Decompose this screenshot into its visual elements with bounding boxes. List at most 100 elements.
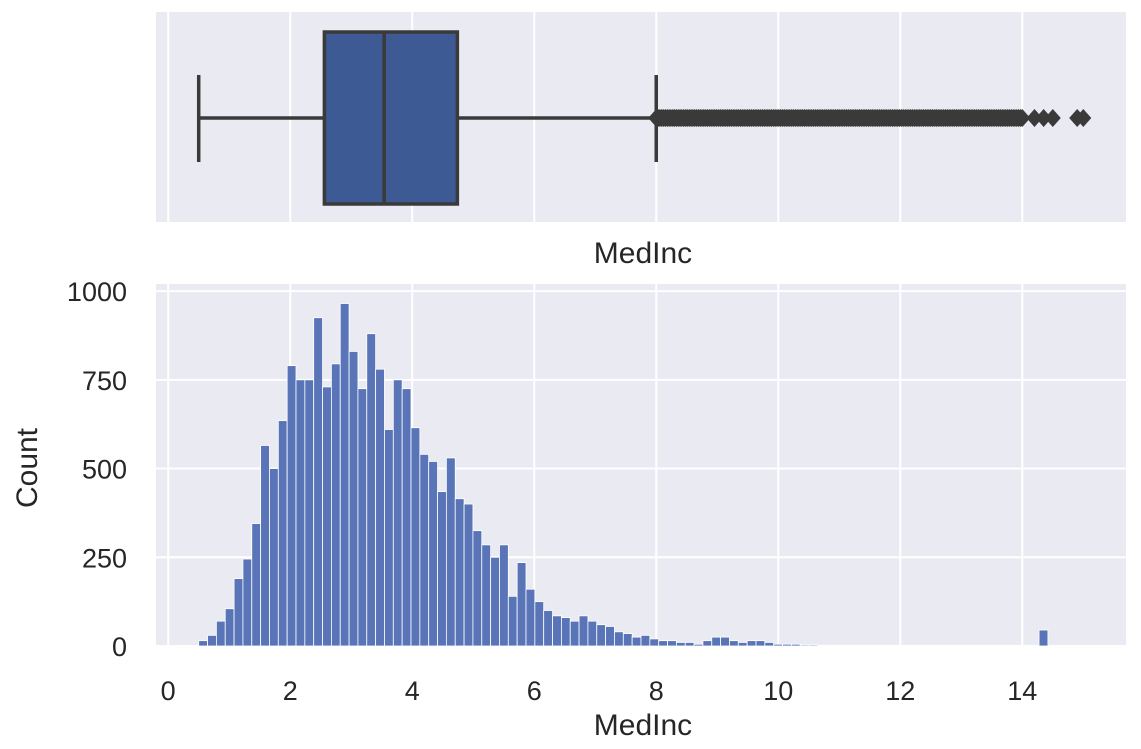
histogram-bar: [260, 445, 270, 647]
histogram-bar: [401, 388, 412, 647]
histogram-bar: [888, 644, 898, 647]
histogram-bar: [737, 642, 748, 647]
boxplot-panel: [156, 12, 1126, 222]
histogram-bar: [693, 643, 704, 647]
histogram-bar: [472, 530, 483, 647]
histogram-bar: [490, 556, 500, 647]
histogram-bar: [817, 644, 828, 647]
histogram-bar: [879, 644, 890, 647]
histogram-bar: [658, 640, 668, 647]
histogram-xtick-label: 14: [1007, 676, 1037, 706]
histogram-bar: [923, 644, 934, 647]
histogram-bar: [1029, 644, 1040, 647]
histogram-bar: [826, 644, 837, 647]
histogram-bar: [649, 638, 660, 647]
histogram-bar: [667, 640, 677, 647]
histogram-bar: [631, 636, 642, 647]
histogram-bar: [985, 644, 996, 647]
histogram-bar: [419, 453, 430, 647]
histogram-bar: [224, 608, 235, 647]
histogram-bar: [507, 595, 518, 647]
histogram-bar: [1038, 629, 1049, 647]
histogram-bar: [304, 379, 315, 647]
histogram-bar: [596, 624, 607, 647]
histogram-bar: [198, 640, 208, 647]
histogram-bar: [914, 644, 925, 647]
boxplot-outlier: [1075, 109, 1092, 127]
histogram-ytick-label: 0: [112, 632, 127, 662]
histogram-bar: [357, 388, 368, 647]
histogram-panel: 0 2 4 6 8 10 12 14 0 250 500 750 1000: [67, 277, 1126, 706]
histogram-bar: [322, 386, 332, 647]
histogram-bar: [799, 644, 810, 647]
histogram-ylabel: Count: [11, 427, 44, 508]
histogram-bar: [835, 644, 845, 647]
histogram-bar: [366, 333, 377, 647]
histogram-bar: [994, 644, 1005, 647]
histogram-bar: [702, 640, 713, 647]
histogram-bar: [1020, 644, 1031, 647]
histogram-bar: [499, 544, 509, 647]
histogram-bar: [808, 644, 819, 647]
histogram-ytick-label: 750: [82, 366, 127, 396]
boxplot-outlier: [1026, 109, 1043, 127]
histogram-ytick-label: 1000: [67, 277, 127, 307]
histogram-bar: [790, 643, 801, 647]
histogram-xtick-label: 2: [283, 676, 298, 706]
histogram-bar: [755, 640, 766, 647]
histogram-bar: [534, 601, 545, 647]
histogram-bar: [392, 379, 403, 647]
boxplot-outlier: [1035, 109, 1052, 127]
boxplot-outlier: [1044, 109, 1061, 127]
histogram-bar: [729, 640, 739, 647]
histogram-bar: [516, 562, 527, 647]
histogram-bar: [711, 636, 722, 647]
histogram-bar: [675, 642, 686, 647]
histogram-xtick-label: 8: [649, 676, 664, 706]
histogram-bar: [560, 617, 571, 647]
histogram-xtick-label: 0: [161, 676, 176, 706]
histogram-bar: [251, 523, 262, 647]
histogram-bar: [525, 588, 536, 647]
histogram-bar: [543, 610, 553, 647]
histogram-bar: [870, 644, 881, 647]
histogram-bar: [844, 644, 854, 647]
histogram-bar: [764, 642, 775, 647]
histogram-bar: [852, 644, 863, 647]
histogram-bar: [481, 544, 492, 647]
histogram-bar: [1012, 644, 1022, 647]
histogram-bar: [313, 317, 323, 647]
histogram-xtick-label: 12: [885, 676, 915, 706]
histogram-bar: [782, 643, 792, 647]
histogram-bar: [746, 640, 757, 647]
histogram-bar: [428, 461, 438, 647]
histogram-xlabel: MedInc: [594, 709, 692, 742]
histogram-bar: [375, 368, 385, 647]
histogram-bar: [277, 420, 288, 647]
histogram-bar: [622, 633, 633, 647]
histogram-bar: [552, 615, 562, 647]
histogram-bar: [1003, 644, 1013, 647]
histogram-bar: [215, 620, 226, 647]
histogram-bar: [207, 634, 217, 647]
histogram-bar: [463, 503, 474, 647]
histogram-bar: [233, 578, 244, 647]
histogram-bar: [437, 491, 447, 647]
histogram-bar: [640, 634, 651, 647]
histogram-bar: [242, 558, 253, 647]
histogram-bar: [286, 365, 297, 647]
histogram-bar: [976, 644, 987, 647]
histogram-bar: [605, 626, 615, 647]
histogram-bar: [959, 644, 969, 647]
histogram-bar: [967, 644, 978, 647]
histogram-bar: [932, 644, 943, 647]
histogram-bar: [950, 644, 960, 647]
histogram-xtick-label: 6: [527, 676, 542, 706]
histogram-bar: [569, 620, 580, 647]
histogram-bar: [905, 644, 916, 647]
histogram-bar: [410, 427, 421, 647]
histogram-bar: [330, 363, 341, 647]
boxplot-outlier: [1014, 109, 1031, 127]
histogram-bar: [861, 644, 872, 647]
